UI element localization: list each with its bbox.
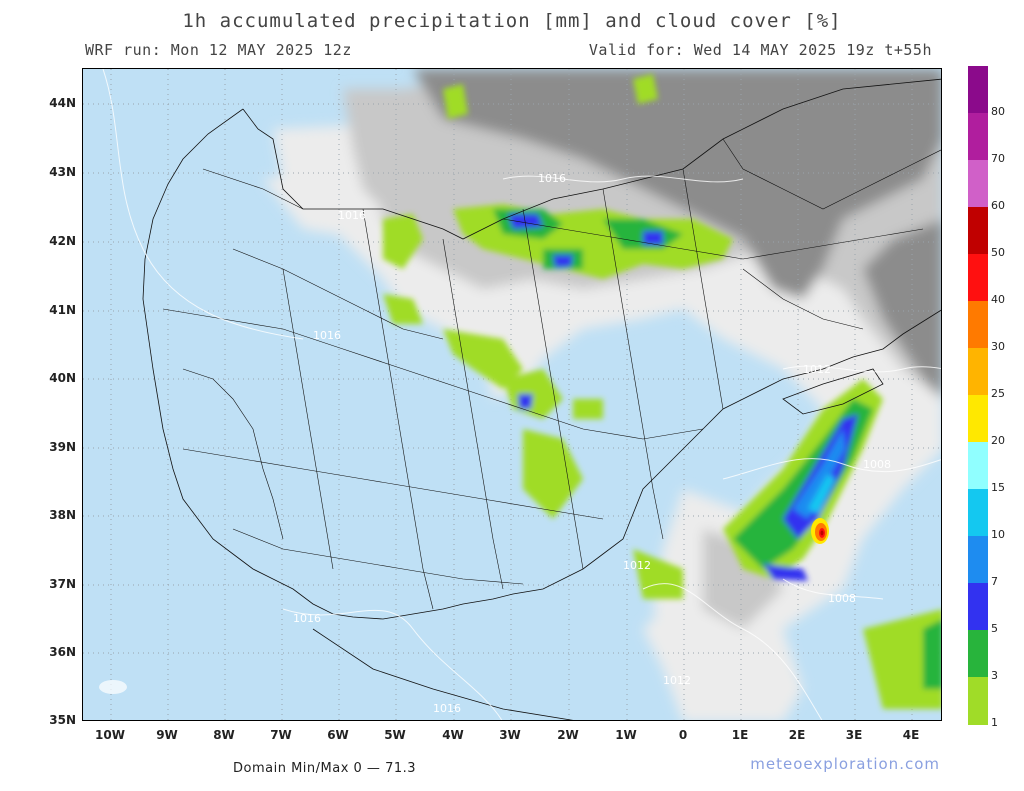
lon-label-2e: 2E bbox=[788, 728, 806, 742]
lat-label-44n: 44N bbox=[49, 96, 76, 110]
weather-map: 1016 1016 1016 1016 1016 1012 1012 1012 … bbox=[82, 68, 942, 721]
colorbar-label: 7 bbox=[991, 575, 998, 588]
colorbar-label: 3 bbox=[991, 669, 998, 682]
colorbar-segment bbox=[968, 301, 988, 349]
precipitation-layer bbox=[383, 74, 941, 709]
lon-label-4e: 4E bbox=[902, 728, 920, 742]
lon-label-2w: 2W bbox=[557, 728, 579, 742]
colorbar-label: 20 bbox=[991, 434, 1005, 447]
lat-label-39n: 39N bbox=[49, 440, 76, 454]
isobar-labels: 1016 1016 1016 1016 1016 1012 1012 1012 … bbox=[293, 172, 891, 715]
lon-label-5w: 5W bbox=[384, 728, 406, 742]
model-run-label: WRF run: Mon 12 MAY 2025 12z bbox=[85, 41, 352, 59]
colorbar-segment bbox=[968, 395, 988, 443]
lon-label-8w: 8W bbox=[213, 728, 235, 742]
lon-label-7w: 7W bbox=[270, 728, 292, 742]
isobar-label: 1012 bbox=[803, 363, 831, 376]
colorbar-segment bbox=[968, 113, 988, 161]
lat-label-36n: 36N bbox=[49, 645, 76, 659]
colorbar-label: 30 bbox=[991, 340, 1005, 353]
isobar-label: 1008 bbox=[828, 592, 856, 605]
isobars bbox=[102, 69, 941, 720]
lat-label-38n: 38N bbox=[49, 508, 76, 522]
map-canvas: 1016 1016 1016 1016 1016 1012 1012 1012 … bbox=[83, 69, 941, 720]
colorbar-label: 70 bbox=[991, 152, 1005, 165]
colorbar-label: 40 bbox=[991, 293, 1005, 306]
colorbar-label: 25 bbox=[991, 387, 1005, 400]
lat-label-37n: 37N bbox=[49, 577, 76, 591]
colorbar-segment bbox=[968, 489, 988, 537]
isobar-label: 1016 bbox=[313, 329, 341, 342]
lat-label-41n: 41N bbox=[49, 303, 76, 317]
valid-time-label: Valid for: Wed 14 MAY 2025 19z t+55h bbox=[588, 41, 932, 59]
colorbar-segment bbox=[968, 254, 988, 302]
site-watermark: meteoexploration.com bbox=[750, 755, 940, 773]
lon-label-10w: 10W bbox=[95, 728, 125, 742]
lon-label-4w: 4W bbox=[442, 728, 464, 742]
isobar-label: 1016 bbox=[538, 172, 566, 185]
lat-label-43n: 43N bbox=[49, 165, 76, 179]
colorbar-label: 15 bbox=[991, 481, 1005, 494]
lon-label-1w: 1W bbox=[615, 728, 637, 742]
colorbar-segment bbox=[968, 66, 988, 114]
colorbar-segment bbox=[968, 583, 988, 631]
colorbar-segment bbox=[968, 630, 988, 678]
lat-label-35n: 35N bbox=[49, 713, 76, 727]
admin-borders bbox=[162, 138, 941, 610]
colorbar-segment bbox=[968, 160, 988, 208]
isobar-label: 1008 bbox=[863, 458, 891, 471]
lon-label-3w: 3W bbox=[499, 728, 521, 742]
lon-label-1e: 1E bbox=[731, 728, 749, 742]
colorbar-label: 80 bbox=[991, 105, 1005, 118]
isobar-label: 1016 bbox=[433, 702, 461, 715]
colorbar-label: 50 bbox=[991, 246, 1005, 259]
colorbar-segment bbox=[968, 677, 988, 725]
domain-minmax: Domain Min/Max 0 — 71.3 bbox=[233, 761, 417, 776]
isobar-label: 1012 bbox=[623, 559, 651, 572]
isobar-label: 1012 bbox=[663, 674, 691, 687]
colorbar-segment bbox=[968, 207, 988, 255]
lon-label-9w: 9W bbox=[156, 728, 178, 742]
colorbar-label: 60 bbox=[991, 199, 1005, 212]
small-cloud-patch bbox=[99, 680, 127, 694]
lon-label-3e: 3E bbox=[845, 728, 863, 742]
colorbar-segment bbox=[968, 536, 988, 584]
chart-title: 1h accumulated precipitation [mm] and cl… bbox=[182, 10, 842, 32]
isobar-label: 1016 bbox=[338, 209, 366, 222]
colorbar-segment bbox=[968, 442, 988, 490]
lon-label-0: 0 bbox=[678, 728, 688, 742]
isobar-label: 1016 bbox=[293, 612, 321, 625]
colorbar-label: 10 bbox=[991, 528, 1005, 541]
colorbar-segment bbox=[968, 348, 988, 396]
colorbar-label: 5 bbox=[991, 622, 998, 635]
lat-label-42n: 42N bbox=[49, 234, 76, 248]
precip-maximum bbox=[811, 518, 829, 544]
precip-colorbar bbox=[968, 66, 988, 725]
colorbar-label: 1 bbox=[991, 716, 998, 729]
lat-label-40n: 40N bbox=[49, 371, 76, 385]
lon-label-6w: 6W bbox=[327, 728, 349, 742]
